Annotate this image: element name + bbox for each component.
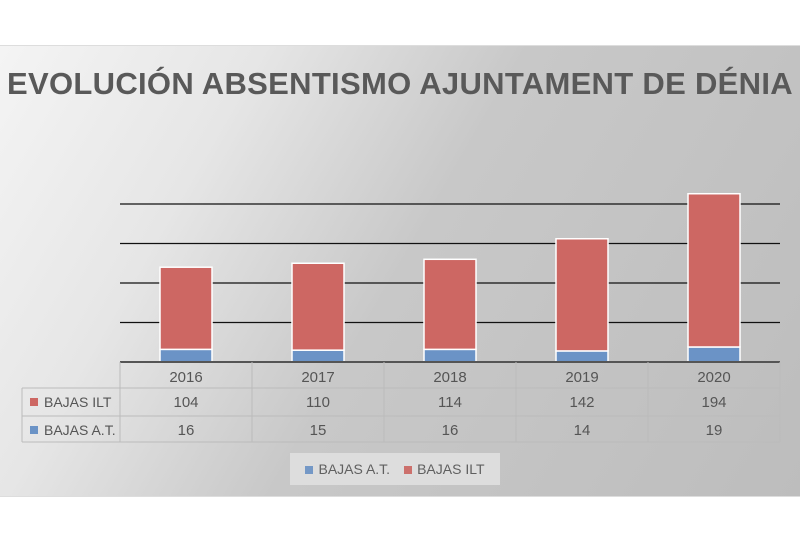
tick-label: 2020 [697,369,730,386]
legend: BAJAS A.T. BAJAS ILT [290,453,500,485]
chart-area [0,45,800,497]
legend-swatch [305,466,314,474]
bar-bajas-a-t-2019 [555,350,609,363]
legend-key [30,398,38,406]
data-label: 15 [310,422,327,439]
legend-label: BAJAS ILT [417,461,485,477]
tick-label: 2019 [565,369,598,386]
chart-title: EVOLUCIÓN ABSENTISMO AJUNTAMENT DE DÉNIA [7,66,793,101]
data-label: 114 [438,394,462,411]
data-label: 16 [178,422,195,439]
bar-bajas-a-t-2017 [291,349,345,363]
legend-swatch [404,466,413,474]
data-label: 110 [306,394,330,411]
data-label: 104 [173,394,198,411]
bar-bajas-ilt2018 [423,258,477,351]
legend-key [30,426,38,434]
tick-label: 2016 [169,369,202,386]
data-label: 16 [442,422,459,439]
bar-bajas-ilt2017 [291,262,345,351]
data-label: 19 [706,422,723,439]
row-label: BAJAS ILT [44,394,112,410]
data-label: 194 [701,394,726,411]
data-label: 14 [574,422,591,439]
row-label: BAJAS A.T. [44,422,116,438]
bar-bajas-ilt2016 [159,266,213,351]
bar-bajas-ilt2020 [687,192,741,348]
bar-bajas-ilt2019 [555,238,609,352]
tick-label: 2017 [301,369,334,386]
bar-bajas-a-t-2020 [687,346,741,363]
legend-item: BAJAS A.T. [305,461,390,477]
tick-label: 2018 [433,369,466,386]
legend-item: BAJAS ILT [404,461,485,477]
data-label: 142 [569,394,594,411]
bar-bajas-a-t-2016 [159,348,213,363]
legend-label: BAJAS A.T. [318,461,391,477]
bar-bajas-a-t-2018 [423,348,477,363]
